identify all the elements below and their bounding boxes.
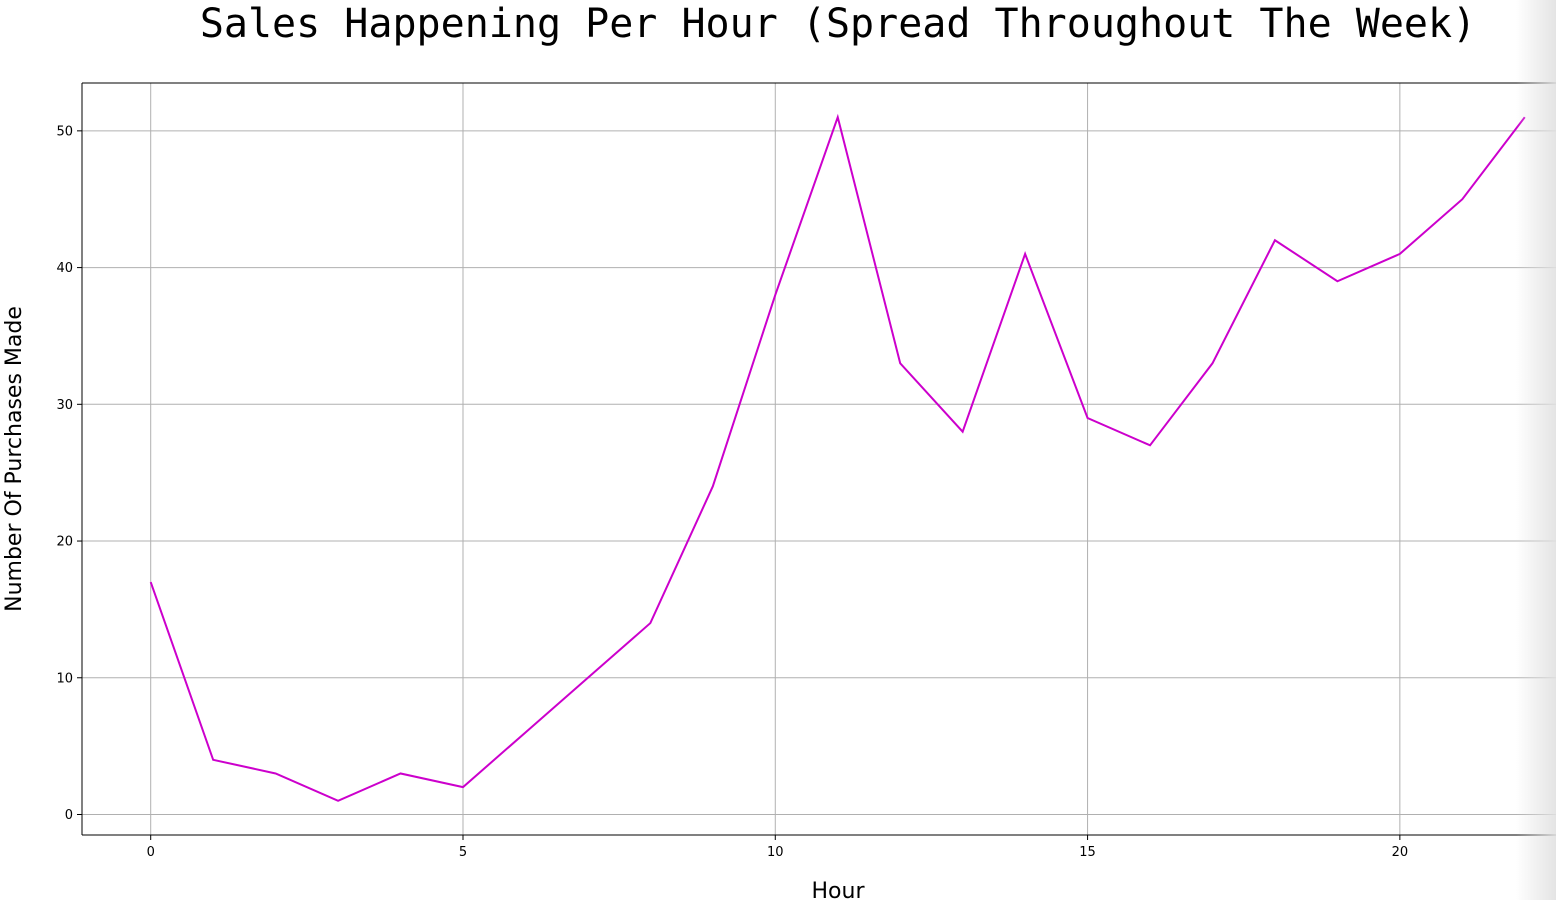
x-axis-ticks: 0 5 10 15 20 <box>147 835 1409 860</box>
y-tick-label: 40 <box>56 261 73 276</box>
series-line <box>149 113 1526 802</box>
series-layer <box>149 113 1526 802</box>
x-tick-label: 5 <box>459 845 467 860</box>
plot-frame <box>81 82 1556 836</box>
x-axis-label: Hour <box>812 879 866 900</box>
x-tick-label: 0 <box>147 845 155 860</box>
grid-lines <box>82 83 1556 835</box>
y-tick-label: 30 <box>56 398 73 413</box>
y-tick-label: 0 <box>65 808 73 823</box>
y-axis-label: Number Of Purchases Made <box>2 306 27 612</box>
y-tick-label: 10 <box>56 671 73 686</box>
x-tick-label: 20 <box>1392 845 1409 860</box>
x-tick-label: 10 <box>767 845 784 860</box>
chart-title: Sales Happening Per Hour (Spread Through… <box>200 1 1476 47</box>
y-axis-ticks: 0 10 20 30 40 50 <box>56 124 82 823</box>
y-tick-label: 20 <box>56 535 73 550</box>
y-tick-label: 50 <box>56 124 73 139</box>
x-tick-label: 15 <box>1079 845 1096 860</box>
